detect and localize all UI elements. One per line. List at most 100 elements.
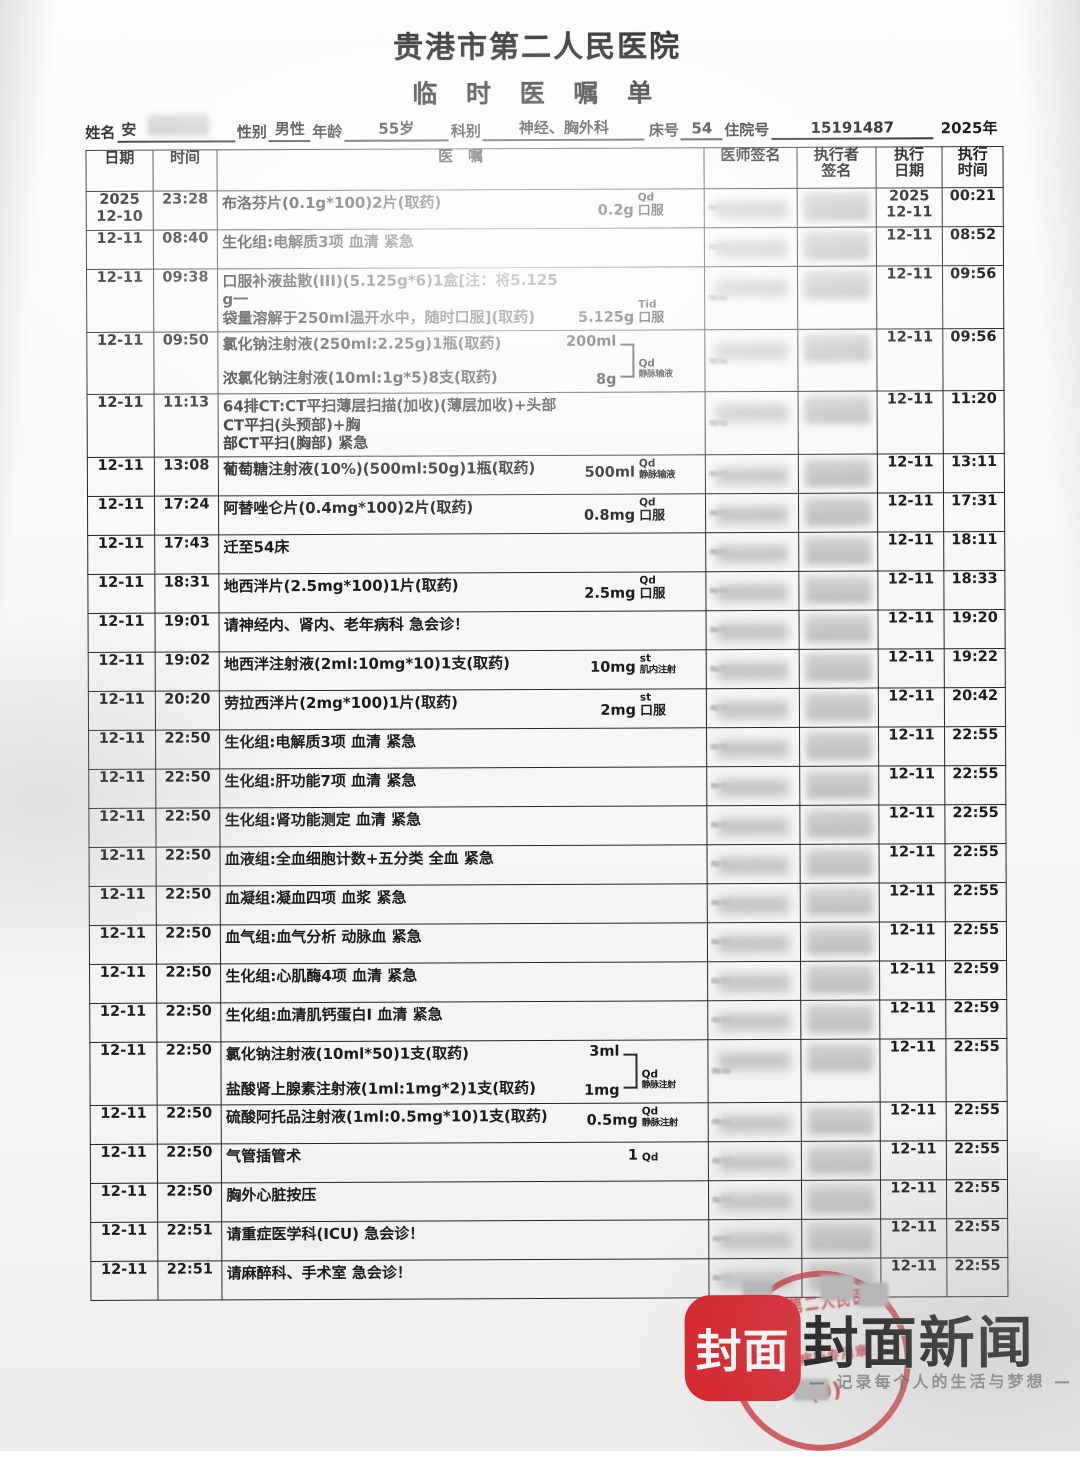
order-text: 请麻醉科、手术室 急会诊！ [227,1263,571,1283]
cell-order-date: 12-11 [90,965,157,1004]
cell-executor-signature [798,392,877,455]
redaction-blur-executor-signature [806,771,872,799]
order-date-md: 12-11 [88,497,154,514]
patient-gender-value: 男性 [269,118,311,142]
cell-order-time: 22:50 [155,730,220,769]
redaction-blur-doctor-signature [716,506,788,524]
exec-date-md: 12-11 [880,923,946,939]
cell-exec-date: 12-11 [879,805,946,844]
cell-executor-signature [799,688,878,727]
patient-gender-field: 性别 男性 [237,118,311,142]
cell-exec-time: 22:55 [946,922,1007,961]
order-date-md: 12-11 [88,575,154,592]
cell-order-date: 12-11 [87,395,154,458]
order-route: 口服 [638,311,700,326]
order-text-line: 阿替唑仑片(0.4mg*100)2片(取药) [223,498,563,518]
cell-order-time: 17:43 [154,535,219,574]
cell-doctor-signature: ≈≈ [708,1141,801,1180]
cell-order-content: 迁至54床 [219,533,706,574]
order-text: 胸外心脏按压 [226,1185,570,1205]
cell-executor-signature [800,961,879,1000]
order-date-md: 12-11 [89,614,155,631]
cell-doctor-signature: ≈≈ [706,650,799,689]
order-dose: 3ml [551,1044,619,1060]
order-text-line: 氯化钠注射液(250ml:2.25g)1瓶(取药) [223,334,545,354]
cell-executor-signature [797,266,876,329]
cell-order-content: 生化组:肝功能7项 血清 紧急 [220,767,707,808]
redaction-blur-executor-signature [805,576,871,604]
cell-order-content: 生化组:电解质3项 血清 紧急 [218,228,705,269]
cell-order-time: 23:28 [153,191,218,230]
cell-order-time: 22:50 [157,1042,222,1105]
cell-doctor-signature: ≈≈ [707,728,800,767]
order-route: 静脉输液 [639,470,701,481]
order-frequency: Qd [639,458,656,470]
patient-department-field: 科别 神经、胸外科 [451,117,645,142]
cell-order-time: 22:51 [157,1261,222,1300]
patient-name-text: 安 [121,121,136,139]
cell-order-time: 22:50 [156,886,221,925]
watermark-tagline: — 记录每个人的生活与梦想 — [809,1368,1073,1393]
cell-exec-time: 22:55 [945,844,1006,883]
exec-date-md: 12-11 [879,806,945,822]
cell-order-content: 生化组:肾功能测定 血清 紧急 [220,806,707,847]
redaction-blur-doctor-signature [718,857,790,875]
cell-order-date: 12-11 [88,653,155,692]
sheet-year-value: 2025年 [935,117,1004,139]
order-text-line: 硫酸阿托品注射液(1ml:0.5mg*10)1支(取药) [226,1107,566,1127]
order-date-md: 12-11 [89,731,155,748]
cell-order-time: 22:50 [155,769,220,808]
exec-date-md: 12-11 [878,533,944,549]
table-row: 12-1120:20劳拉西泮片(2mg*100)1片(取药)2mgst口服≈≈1… [88,688,1005,731]
order-text-line: 64排CT:CT平扫薄层扫描(加收)(薄层加收)+头部CT平扫(头预部)+胸 [223,396,563,434]
order-date-md: 12-11 [87,333,153,350]
redaction-blur-doctor-signature [717,779,789,797]
order-text-line: 生化组:电解质3项 血清 紧急 [222,232,562,252]
cell-executor-signature [800,844,879,883]
redaction-blur-doctor-signature [718,974,790,992]
cell-doctor-signature: ≈≈ [709,1219,802,1258]
cell-exec-time: 19:22 [945,649,1006,688]
cell-order-date: 12-11 [87,497,154,536]
cell-order-time: 09:38 [153,269,218,332]
cell-order-date: 12-11 [87,458,154,497]
redaction-blur-executor-signature [807,888,873,916]
order-date-md: 12-11 [90,965,156,982]
cell-order-time: 22:50 [156,847,221,886]
order-text-line: 生化组:肝功能7项 血清 紧急 [224,771,564,791]
cell-doctor-signature: ≈≈ [706,533,799,572]
redaction-blur-executor-signature [807,927,873,955]
order-dose: 8g [548,372,616,388]
cell-order-date: 12-11 [89,809,156,848]
order-text: 请重症医学科(ICU) 急会诊！ [226,1224,570,1244]
cell-exec-date: 12-11 [877,532,944,571]
cell-order-time: 17:24 [154,496,219,535]
cell-order-content: 血凝组:凝血四项 血浆 紧急 [220,884,707,925]
redaction-blur-executor-signature [804,232,870,260]
redaction-blur-doctor-signature [715,201,787,219]
patient-department-label: 科别 [451,120,481,141]
order-text: 生化组:血清肌钙蛋白I 血清 紧急 [225,1005,569,1025]
patient-name-value: 安 [117,118,235,143]
cell-order-time: 22:50 [157,1183,222,1222]
order-text-line: 地西泮片(2.5mg*100)1片(取药) [224,576,564,596]
cell-order-time: 09:50 [153,332,218,395]
exec-date-md: 12-11 [879,728,945,744]
cell-order-time: 11:13 [154,394,219,457]
order-text: 血液组:全血细胞计数+五分类 全血 紧急 [225,849,569,869]
patient-bed-value: 54 [681,119,723,140]
